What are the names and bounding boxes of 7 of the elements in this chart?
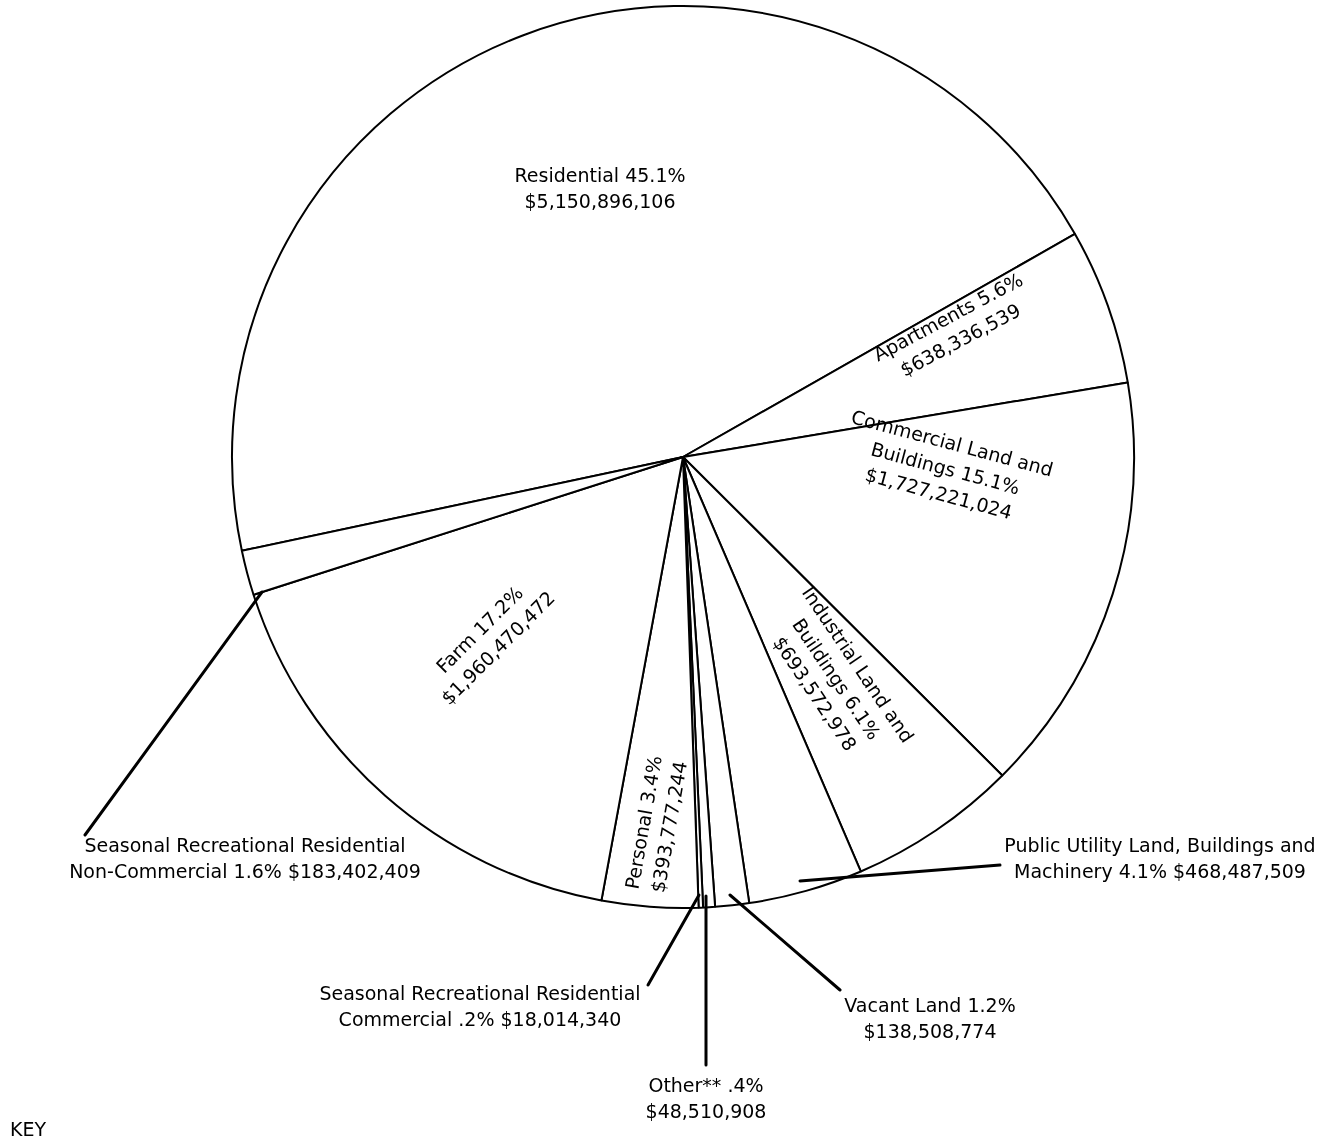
slice-label: Residential 45.1% $5,150,896,106 [514,163,686,212]
slice-label: Seasonal Recreational Residential Non-Commercial 1.6% $183,402,409 [69,833,421,882]
slice-label: Vacant Land 1.2% $138,508,774 [844,993,1016,1042]
text: KEY [10,1118,47,1140]
slice-label: Seasonal Recreational Residential Commercial .2% $18,014,340 [319,981,641,1030]
slice-label: Public Utility Land, Buildings and Machinery 4.1% $468,487,509 [1004,833,1316,882]
slice-label: Other** .4% $48,510,908 [645,1073,767,1122]
